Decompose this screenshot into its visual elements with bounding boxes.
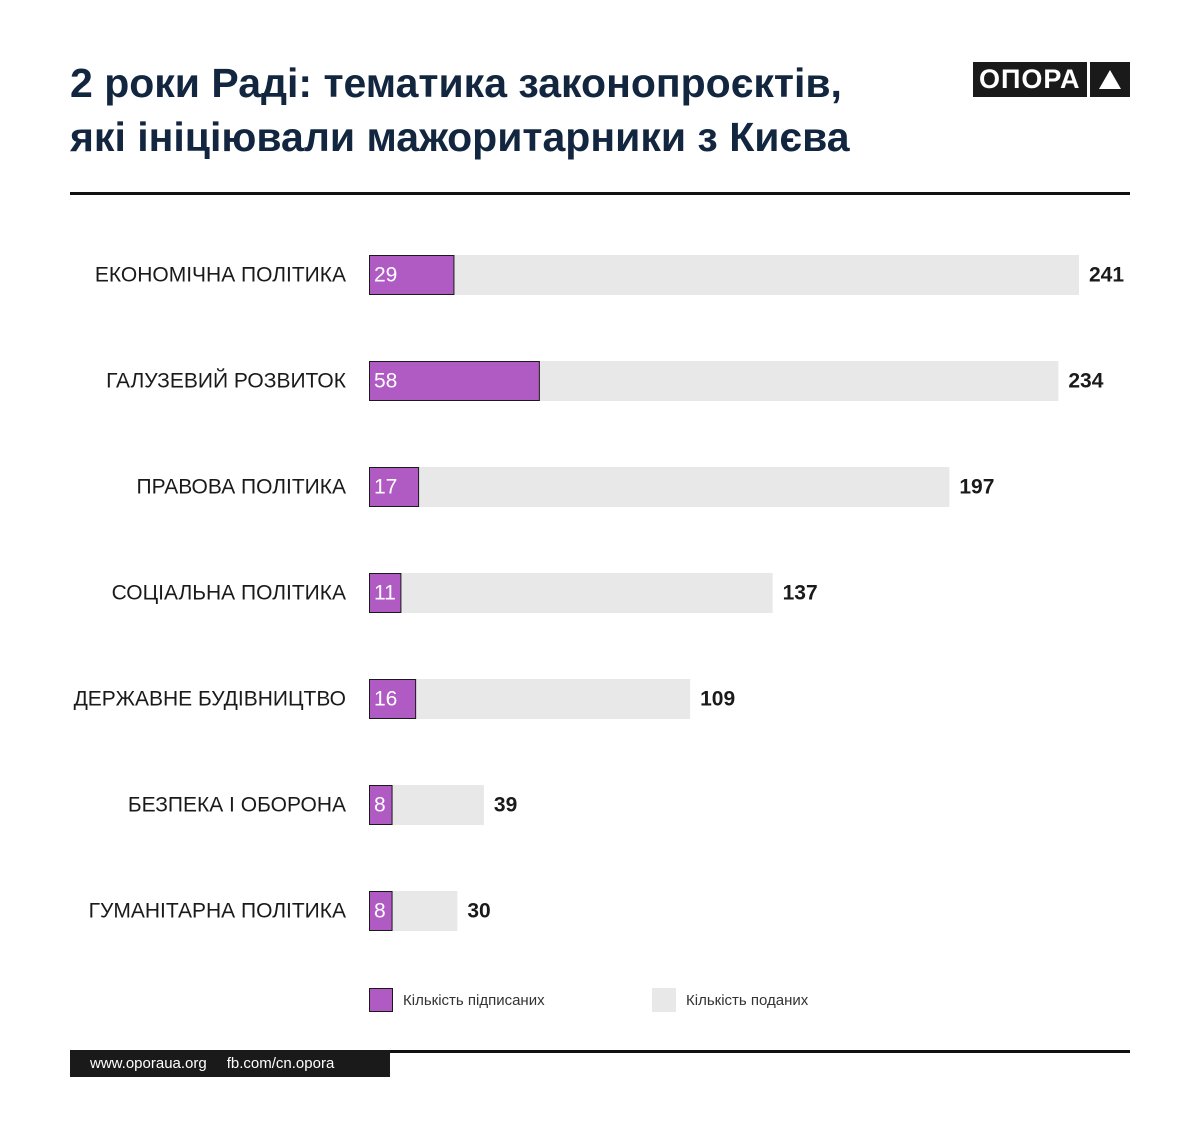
category-label: ЕКОНОМІЧНА ПОЛІТИКА — [95, 264, 346, 287]
chart-title: 2 роки Раді: тематика законопроєктів, як… — [70, 56, 930, 164]
bar-signed — [369, 679, 417, 719]
logo-separator — [1086, 62, 1090, 97]
bar-signed — [369, 891, 393, 931]
title-line-2: які ініціювали мажоритарники з Києва — [70, 114, 850, 160]
bar-signed — [369, 467, 420, 507]
bottom-divider — [70, 1050, 1130, 1053]
category-label: СОЦІАЛЬНА ПОЛІТИКА — [112, 582, 346, 605]
category-label: ПРАВОВА ПОЛІТИКА — [137, 476, 346, 499]
value-label-submitted: 234 — [1068, 370, 1103, 393]
logo-text: ОПОРА — [979, 64, 1081, 94]
bar-submitted — [369, 573, 773, 613]
legend-swatch-signed — [369, 988, 393, 1012]
bar-submitted — [369, 467, 950, 507]
bar-signed — [369, 361, 540, 401]
category-label: ГУМАНІТАРНА ПОЛІТИКА — [89, 900, 346, 923]
opora-logo: ОПОРА — [973, 62, 1130, 97]
value-label-signed: 16 — [374, 688, 397, 711]
value-label-submitted: 39 — [494, 794, 517, 817]
category-label: БЕЗПЕКА І ОБОРОНА — [128, 794, 346, 817]
value-label-signed: 8 — [374, 900, 386, 923]
category-label: ДЕРЖАВНЕ БУДІВНИЦТВО — [74, 688, 346, 711]
value-label-signed: 8 — [374, 794, 386, 817]
legend-swatch-submitted — [652, 988, 676, 1012]
bar-submitted — [369, 255, 1079, 295]
legend-label-signed: Кількість підписаних — [403, 991, 545, 1009]
legend-item-submitted: Кількість поданих — [652, 988, 808, 1012]
footer-website[interactable]: www.oporaua.org — [90, 1055, 207, 1072]
footer: www.oporaua.org fb.com/cn.opora — [70, 1050, 390, 1077]
legend-item-signed: Кількість підписаних — [369, 988, 545, 1012]
value-label-signed: 17 — [374, 476, 397, 499]
legend-label-submitted: Кількість поданих — [686, 991, 809, 1009]
triangle-icon — [1098, 70, 1121, 89]
value-label-submitted: 241 — [1089, 264, 1124, 287]
value-label-signed: 58 — [374, 370, 397, 393]
bar-submitted — [369, 679, 691, 719]
bar-signed — [369, 785, 393, 825]
footer-facebook[interactable]: fb.com/cn.opora — [226, 1055, 335, 1072]
value-label-submitted: 30 — [467, 900, 490, 923]
top-divider — [70, 192, 1130, 195]
value-label-submitted: 109 — [700, 688, 735, 711]
value-label-signed: 11 — [374, 582, 396, 605]
value-label-submitted: 137 — [783, 582, 818, 605]
value-label-submitted: 197 — [959, 476, 994, 499]
value-label-signed: 29 — [374, 264, 397, 287]
category-label: ГАЛУЗЕВИЙ РОЗВИТОК — [106, 369, 347, 393]
bar-signed — [369, 255, 455, 295]
title-line-1: 2 роки Раді: тематика законопроєктів, — [70, 60, 842, 106]
bar-signed — [369, 573, 402, 613]
